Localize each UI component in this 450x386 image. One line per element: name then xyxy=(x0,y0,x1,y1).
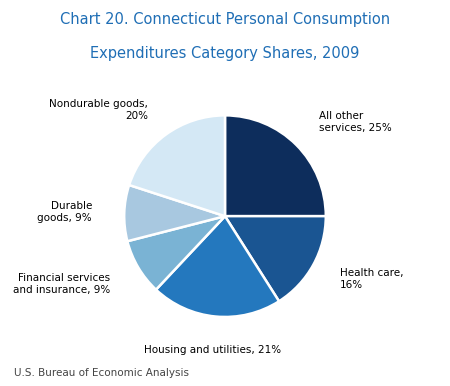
Wedge shape xyxy=(225,216,326,301)
Text: Durable
goods, 9%: Durable goods, 9% xyxy=(37,201,92,223)
Wedge shape xyxy=(129,115,225,216)
Text: Expenditures Category Shares, 2009: Expenditures Category Shares, 2009 xyxy=(90,46,360,61)
Wedge shape xyxy=(127,216,225,290)
Text: U.S. Bureau of Economic Analysis: U.S. Bureau of Economic Analysis xyxy=(14,368,189,378)
Text: Health care,
16%: Health care, 16% xyxy=(340,269,403,290)
Wedge shape xyxy=(124,185,225,241)
Wedge shape xyxy=(156,216,279,317)
Text: Nondurable goods,
20%: Nondurable goods, 20% xyxy=(49,99,148,121)
Text: Chart 20. Connecticut Personal Consumption: Chart 20. Connecticut Personal Consumpti… xyxy=(60,12,390,27)
Text: Financial services
and insurance, 9%: Financial services and insurance, 9% xyxy=(13,273,110,295)
Text: Housing and utilities, 21%: Housing and utilities, 21% xyxy=(144,345,281,355)
Wedge shape xyxy=(225,115,326,216)
Text: All other
services, 25%: All other services, 25% xyxy=(319,111,392,133)
